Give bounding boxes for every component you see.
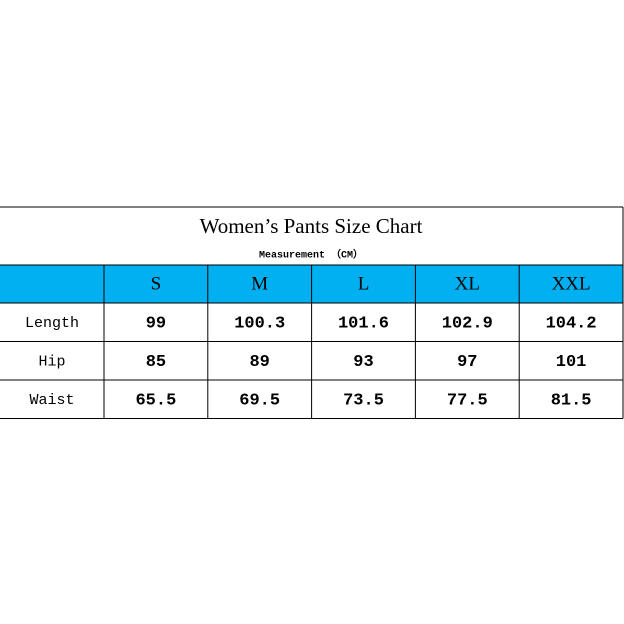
row-label: Length [25,315,79,332]
cell-value: 97 [457,353,477,372]
cell-value: 65.5 [135,392,176,411]
size-header: L [358,273,370,294]
row-label: Waist [29,392,74,409]
cell-value: 93 [353,353,373,372]
cell-value: 99 [146,315,166,334]
size-header: S [151,273,162,294]
cell-value: 100.3 [234,315,285,334]
cell-value: 85 [146,353,166,372]
cell-value: 89 [249,353,269,372]
row-label: Hip [38,354,65,371]
cell-value: 101.6 [338,315,389,334]
size-header: M [251,273,268,294]
cell-value: 73.5 [343,392,384,411]
cell-value: 69.5 [239,392,280,411]
cell-value: 104.2 [546,315,597,334]
size-header: XL [455,273,480,294]
cell-value: 77.5 [447,392,488,411]
cell-value: 81.5 [551,392,592,411]
size-header: XXL [552,273,591,294]
cell-value: 101 [556,353,587,372]
cell-value: 102.9 [442,315,493,334]
table-subtitle: Measurement （CM） [259,248,363,262]
table-title: Women’s Pants Size Chart [200,214,423,238]
